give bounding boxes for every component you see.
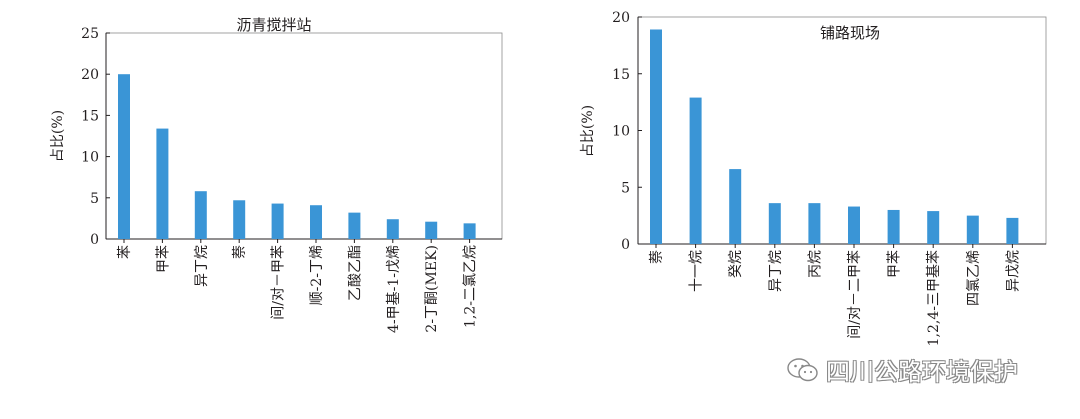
bar (927, 211, 940, 244)
category-label: 1,2-二氯乙烷 (463, 245, 479, 328)
bar (848, 206, 860, 244)
bar (887, 209, 900, 244)
bar (386, 219, 399, 239)
category-label: 十一烷 (689, 250, 705, 292)
wechat-icon (787, 357, 818, 381)
y-tick-label: 10 (81, 150, 99, 166)
chart-title: 沥青搅拌站 (236, 16, 311, 34)
bar (808, 203, 821, 244)
bar (310, 205, 322, 239)
bar (194, 191, 207, 239)
category-label: 2-丁酮(MEK) (424, 245, 440, 333)
y-tick-label: 20 (612, 10, 630, 26)
watermark: 四川公路环境保护 (786, 352, 1018, 387)
category-label: 4-甲基-1-戊烯 (385, 245, 402, 333)
category-label: 乙酸乙酯 (347, 245, 363, 301)
bar (966, 215, 979, 244)
category-label: 异戊烷 (1005, 250, 1021, 292)
y-tick-label: 10 (612, 124, 630, 140)
category-label: 苯 (116, 245, 133, 259)
category-label: 四氯乙烯 (966, 250, 982, 306)
y-tick-label: 0 (621, 237, 630, 253)
y-axis-label: 占比(%) (580, 105, 596, 157)
category-label: 萘 (649, 250, 665, 264)
y-axis-label: 占比(%) (50, 110, 66, 162)
bar (271, 203, 284, 239)
bar (233, 200, 246, 239)
category-label: 癸烷 (728, 250, 744, 278)
category-label: 甲苯 (886, 250, 903, 278)
y-tick-label: 15 (612, 67, 630, 83)
category-label: 顺-2-丁烯 (309, 245, 325, 305)
y-tick-label: 0 (90, 232, 99, 248)
bar (1006, 217, 1019, 244)
category-label: 丙烷 (807, 250, 823, 278)
bar (118, 74, 130, 239)
bar (156, 128, 169, 239)
category-label: 间/对－二甲苯 (846, 250, 863, 339)
bar (348, 212, 361, 239)
bar (463, 223, 476, 239)
y-tick-label: 5 (621, 180, 630, 196)
bar (650, 29, 662, 244)
bar (425, 221, 438, 239)
category-label: 异丁烷 (768, 250, 784, 292)
bar (768, 203, 781, 244)
category-label: 甲苯 (154, 245, 171, 273)
y-tick-label: 15 (81, 108, 99, 124)
category-label: 异丁烷 (194, 245, 210, 287)
bar (689, 97, 702, 245)
y-tick-label: 25 (81, 26, 99, 42)
bar (729, 169, 742, 244)
category-label: 1,2,4-三甲基苯 (925, 250, 942, 346)
y-tick-label: 20 (81, 67, 99, 83)
y-tick-label: 5 (90, 191, 99, 207)
watermark-text: 四川公路环境保护 (826, 358, 1018, 386)
chart-title: 铺路现场 (820, 24, 880, 42)
category-label: 萘 (232, 245, 248, 259)
category-label: 间/对－甲苯 (270, 245, 287, 320)
